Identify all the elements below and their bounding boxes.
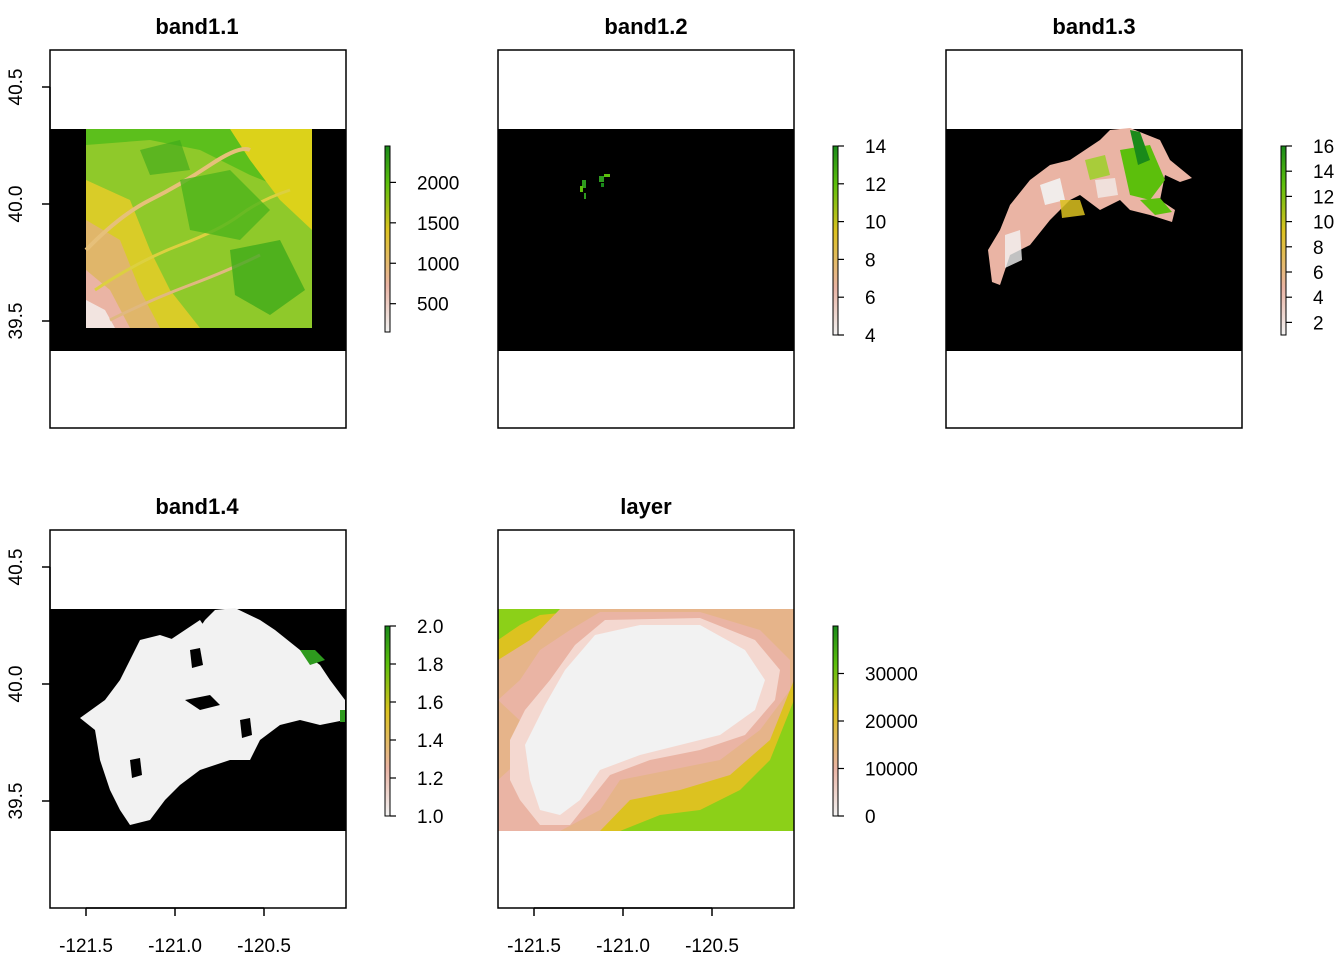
legend-tick-label: 2 (1313, 313, 1324, 334)
legend-tick-label: 1.6 (417, 693, 443, 714)
y-tick-label: 39.5 (6, 783, 27, 820)
panel-title: band1.4 (155, 494, 239, 519)
legend-tick-label: 8 (1313, 238, 1324, 259)
legend-tick-label: 12 (865, 175, 886, 196)
landcover-raster (988, 128, 1192, 285)
panel-title: band1.1 (155, 14, 238, 39)
legend-tick-label: 12 (1313, 187, 1334, 208)
panel-band1-4: band1.4 39.5 40.0 40.5 -121.5 (6, 494, 444, 957)
color-legend: 1.0 1.2 1.4 1.6 1.8 2.0 (384, 617, 444, 828)
legend-tick-label: 0 (865, 807, 876, 828)
legend-tick-label: 20000 (865, 712, 918, 733)
y-axis: 39.5 40.0 40.5 (6, 69, 51, 340)
legend-gradient (832, 145, 839, 336)
x-tick-label: -121.0 (148, 936, 202, 957)
sparse-raster (580, 174, 610, 199)
legend-tick-label: 14 (865, 137, 887, 158)
x-axis: -121.5 -121.0 -120.5 (507, 907, 739, 957)
legend-tick-label: 30000 (865, 665, 918, 686)
panel-band1-3: band1.3 2 4 6 8 10 12 14 16 (945, 14, 1335, 429)
distance-raster (498, 609, 794, 831)
legend-tick-label: 6 (1313, 263, 1324, 284)
color-legend: 0 10000 20000 30000 (832, 625, 918, 828)
elevation-raster (84, 129, 312, 328)
x-tick-label: -121.5 (59, 936, 113, 957)
plot-frame (945, 49, 1243, 429)
legend-gradient (1280, 145, 1287, 336)
y-axis: 39.5 40.0 40.5 (6, 549, 51, 820)
x-tick-label: -120.5 (685, 936, 739, 957)
legend-tick-label: 2000 (417, 173, 459, 194)
legend-tick-label: 6 (865, 288, 876, 309)
mask-raster (80, 608, 345, 825)
y-tick-label: 40.0 (6, 186, 27, 223)
legend-tick-label: 2.0 (417, 617, 443, 638)
legend-tick-label: 8 (865, 250, 876, 271)
panel-layer: layer -121.5 -121.0 -120.5 0 10000 20000 30… (497, 494, 918, 957)
color-legend: 500 1000 1500 2000 (384, 145, 459, 333)
legend-gradient (384, 145, 391, 333)
legend-tick-label: 1.4 (417, 731, 444, 752)
legend-gradient (832, 625, 839, 817)
legend-tick-label: 4 (865, 326, 876, 347)
y-tick-label: 39.5 (6, 303, 27, 340)
legend-tick-label: 500 (417, 295, 449, 316)
panel-title: band1.3 (1052, 14, 1135, 39)
legend-tick-label: 16 (1313, 137, 1334, 158)
x-axis: -121.5 -121.0 -120.5 (59, 907, 291, 957)
nodata-band (498, 129, 794, 351)
color-legend: 2 4 6 8 10 12 14 16 (1280, 137, 1335, 336)
plot-frame (497, 49, 795, 429)
legend-tick-label: 10 (1313, 213, 1334, 234)
legend-tick-label: 1.2 (417, 769, 443, 790)
x-tick-label: -120.5 (237, 936, 291, 957)
legend-tick-label: 4 (1313, 288, 1324, 309)
panel-band1-1: band1.1 39.5 40.0 40.5 (6, 14, 459, 429)
x-tick-label: -121.5 (507, 936, 561, 957)
panel-title: band1.2 (604, 14, 687, 39)
panel-band1-2: band1.2 4 6 8 10 12 14 (497, 14, 887, 429)
y-tick-label: 40.5 (6, 69, 27, 106)
y-tick-label: 40.0 (6, 666, 27, 703)
panel-title: layer (620, 494, 672, 519)
legend-tick-label: 1500 (417, 214, 459, 235)
color-legend: 4 6 8 10 12 14 (832, 137, 887, 347)
legend-tick-label: 10000 (865, 760, 918, 781)
legend-tick-label: 1.8 (417, 655, 443, 676)
legend-tick-label: 10 (865, 213, 886, 234)
legend-tick-label: 1.0 (417, 807, 443, 828)
y-tick-label: 40.5 (6, 549, 27, 586)
legend-tick-label: 14 (1313, 162, 1335, 183)
x-tick-label: -121.0 (596, 936, 650, 957)
legend-tick-label: 1000 (417, 254, 459, 275)
legend-gradient (384, 625, 391, 817)
